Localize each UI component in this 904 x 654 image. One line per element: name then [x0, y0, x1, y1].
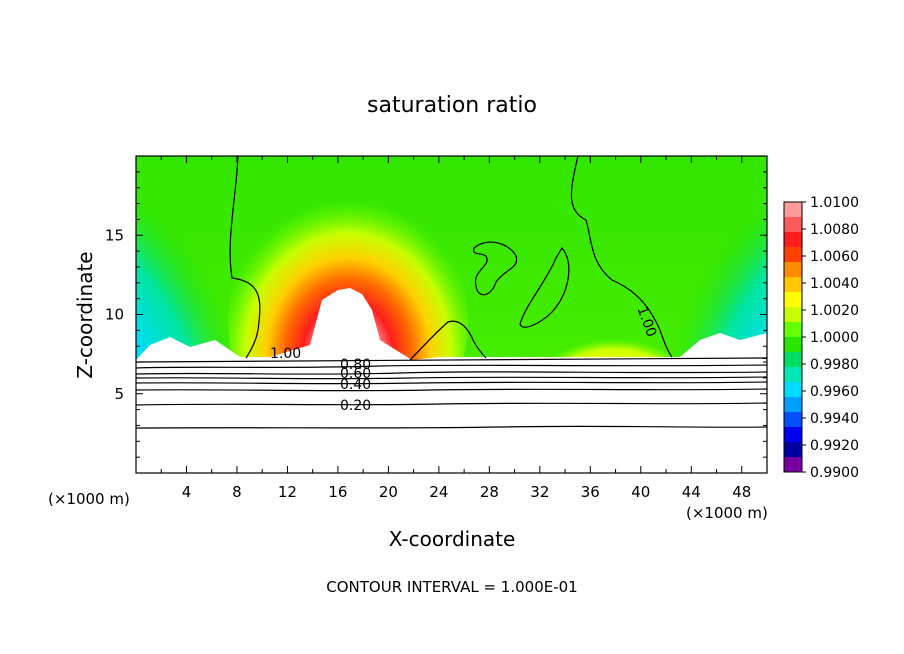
x-axis-label: X-coordinate	[389, 527, 516, 551]
colorbar-tick-label: 1.0080	[810, 222, 859, 238]
colorbar-swatch	[784, 322, 802, 338]
x-tick-label: 24	[429, 483, 448, 501]
contour-1.00-right	[570, 156, 673, 358]
x-tick-label: 44	[682, 483, 701, 501]
colorbar-swatch	[784, 202, 802, 218]
colorbar-tick-label: 0.9960	[810, 384, 859, 400]
contour-lines	[136, 156, 767, 429]
colorbar-swatch	[784, 247, 802, 263]
colorbar-swatch	[784, 232, 802, 248]
x-tick-label: 32	[530, 483, 549, 501]
contour-0.10	[136, 425, 767, 429]
x-tick-label: 8	[232, 483, 242, 501]
contour-closed-a	[473, 241, 518, 296]
colorbar-swatch	[784, 262, 802, 278]
colorbar-swatch	[784, 442, 802, 458]
y-axis: 5 10 15	[105, 155, 767, 474]
plot-area: 1.00 0.80 0.60 0.40 0.20 1.00	[136, 156, 767, 473]
x-unit-label-left: (×1000 m)	[48, 490, 130, 508]
contour-label: 0.80	[340, 357, 371, 373]
colorbar-swatch	[784, 337, 802, 353]
x-tick-label: 12	[278, 483, 297, 501]
colorbar-ticks: 1.0100 1.0080 1.0060 1.0040 1.0020 1.0000 0.99…	[802, 195, 859, 481]
colorbar-swatch	[784, 382, 802, 398]
contour-interval-footer: CONTOUR INTERVAL = 1.000E-01	[326, 578, 577, 596]
colorbar-swatch	[784, 277, 802, 293]
x-tick-label: 4	[182, 483, 192, 501]
x-tick-label: 16	[328, 483, 347, 501]
y-tick-label: 5	[114, 385, 124, 403]
x-tick-label: 40	[631, 483, 650, 501]
contour-label: 1.00	[270, 346, 301, 362]
contour-label: 0.20	[340, 398, 371, 414]
colorbar-tick-label: 1.0020	[810, 303, 859, 319]
colorbar-swatch	[784, 397, 802, 413]
colorbar-tick-label: 0.9940	[810, 411, 859, 427]
contour-0.40	[136, 388, 767, 392]
x-tick-label: 20	[379, 483, 398, 501]
contour-0.80	[136, 364, 767, 369]
contour-label: 0.40	[340, 377, 371, 393]
colorbar-swatch	[784, 352, 802, 368]
contour-label: 0.60	[340, 366, 371, 382]
chart-title: saturation ratio	[367, 93, 537, 118]
colorbar-tick-label: 0.9980	[810, 357, 859, 373]
x-unit-label-right: (×1000 m)	[686, 504, 768, 522]
colorbar-tick-label: 1.0060	[810, 249, 859, 265]
contour-0.60	[136, 376, 767, 380]
colorbar-swatch	[784, 457, 802, 473]
x-tick-label: 28	[480, 483, 499, 501]
colorbar-tick-label: 0.9920	[810, 438, 859, 454]
x-tick-label: 48	[732, 483, 751, 501]
colorbar-swatch	[784, 307, 802, 323]
y-tick-label: 10	[105, 306, 124, 324]
y-axis-label: Z-coordinate	[73, 251, 97, 378]
colorbar-swatch	[784, 367, 802, 383]
contour-0.50	[136, 381, 767, 385]
colorbar-tick-label: 1.0100	[810, 195, 859, 211]
colorbar	[783, 201, 803, 473]
contour-0.70	[136, 371, 767, 375]
colorbar-swatch	[784, 217, 802, 233]
x-tick-label: 36	[581, 483, 600, 501]
colorbar-swatch	[784, 292, 802, 308]
x-axis: 4 8 12 16 20 24 28 32 36 40 44 48	[160, 156, 751, 501]
colorbar-swatch	[784, 427, 802, 443]
y-tick-label: 15	[105, 226, 124, 244]
colorbar-tick-label: 1.0040	[810, 276, 859, 292]
contour-0.20	[136, 402, 767, 406]
contour-blob	[409, 320, 487, 361]
colorbar-tick-label: 1.0000	[810, 330, 859, 346]
contour-1.00-left	[229, 156, 261, 359]
contour-closed-b	[519, 246, 570, 328]
colorbar-tick-label: 0.9900	[810, 465, 859, 481]
colorbar-swatch	[784, 412, 802, 428]
